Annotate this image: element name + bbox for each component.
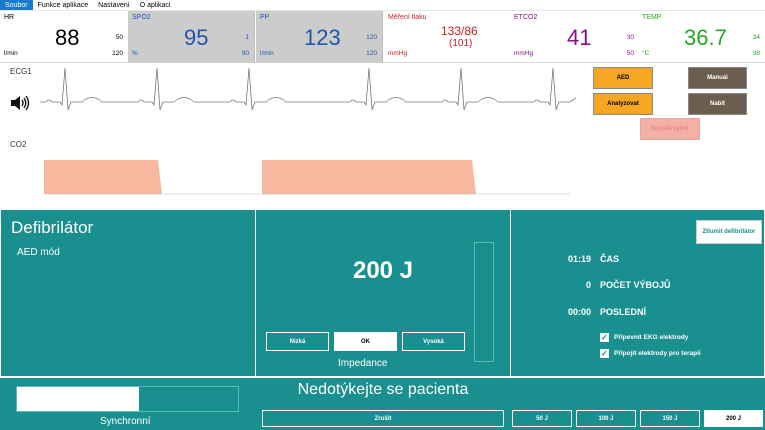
etco2-value: 41 xyxy=(567,25,592,50)
co2-waveform xyxy=(44,160,570,195)
waveform-area: ECG1 CO2 xyxy=(0,64,584,196)
aed-button[interactable]: AED xyxy=(593,67,653,89)
mute-defib-button[interactable]: Ztlumit defibrilátor xyxy=(696,220,762,244)
energy-display: 200 J xyxy=(352,257,414,284)
checkmark-icon: ✓ xyxy=(600,333,609,342)
menu-nastaveni[interactable]: Nastavení xyxy=(98,2,130,9)
control-panel: AED Manuál Analyzovat Nabít Spustit výbo… xyxy=(584,64,765,204)
analyze-button[interactable]: Analyzovat xyxy=(593,93,653,115)
shock-button[interactable]: Spustit výboj xyxy=(640,118,700,140)
defibrillator-panel: Defibrilátor AED mód 200 J Nízká OK Vyso… xyxy=(0,209,765,377)
energy-200-button[interactable]: 200 J xyxy=(704,410,763,427)
temp-label: TEMP xyxy=(642,14,662,21)
etco2-low: 50 xyxy=(626,50,634,57)
time-label: ČAS xyxy=(600,254,620,264)
impedance-low-button[interactable]: Nízká xyxy=(266,332,329,351)
therapy-electrodes-label: Připojit elektrody pro terapii xyxy=(614,350,701,357)
ecg-label: ECG1 xyxy=(10,67,32,76)
pp-box: PP 123 120 l/min 120 xyxy=(256,11,383,63)
spo2-box: SPO2 95 1 % 90 xyxy=(128,11,255,63)
pp-unit: l/min xyxy=(260,50,274,57)
hr-box: HR 88 50 l/min 120 xyxy=(0,11,128,63)
hr-high: 50 xyxy=(115,34,123,41)
checkmark-icon: ✓ xyxy=(600,349,609,358)
temp-high: 34 xyxy=(752,34,760,41)
cancel-button[interactable]: Zrušit xyxy=(262,410,504,427)
vitals-row: HR 88 50 l/min 120 SPO2 95 1 % 90 PP 123… xyxy=(0,11,765,63)
etco2-box: ETCO2 41 30 mmHg 50 xyxy=(512,11,640,63)
temp-unit: °C xyxy=(642,50,650,57)
energy-50-button[interactable]: 50 J xyxy=(512,410,572,427)
impedance-ok-button[interactable]: OK xyxy=(334,332,397,351)
energy-panel: 200 J Nízká OK Vysoká Impedance xyxy=(255,209,511,377)
pp-low: 120 xyxy=(366,50,377,57)
temp-box: TEMP 36.7 34 °C 38 xyxy=(640,11,765,63)
last-label: POSLEDNÍ xyxy=(600,307,647,317)
impedance-gauge xyxy=(474,242,494,362)
pp-value: 123 xyxy=(304,25,341,50)
warning-text: Nedotýkejte se pacienta xyxy=(297,381,469,398)
speaker-icon[interactable] xyxy=(10,94,30,112)
ecg-waveform xyxy=(40,67,576,111)
hr-value: 88 xyxy=(55,25,80,50)
bp-label: Měření tlaku xyxy=(388,14,427,21)
hr-low: 120 xyxy=(112,50,123,57)
energy-150-button[interactable]: 150 J xyxy=(640,410,700,427)
therapy-electrodes-checkbox[interactable]: ✓ Připojit elektrody pro terapii xyxy=(600,349,701,358)
bottom-bar: Synchronní Nedotýkejte se pacienta Zruši… xyxy=(0,377,765,430)
defib-mode: AED mód xyxy=(17,247,60,258)
spo2-label: SPO2 xyxy=(132,14,151,21)
spo2-unit: % xyxy=(132,50,138,57)
manual-button[interactable]: Manuál xyxy=(688,67,747,89)
energy-100-button[interactable]: 100 J xyxy=(576,410,636,427)
status-panel: Ztlumit defibrilátor 01:19 ČAS 0 POČET V… xyxy=(510,209,765,377)
etco2-unit: mmHg xyxy=(514,50,534,57)
time-value: 01:19 xyxy=(567,254,591,264)
defib-mode-panel: Defibrilátor AED mód xyxy=(0,209,256,377)
impedance-high-button[interactable]: Vysoká xyxy=(402,332,465,351)
menu-soubor[interactable]: Soubor xyxy=(0,0,33,10)
charge-button[interactable]: Nabít xyxy=(688,93,747,115)
co2-label: CO2 xyxy=(10,140,27,149)
temp-value: 36.7 xyxy=(684,25,727,50)
shocks-value: 0 xyxy=(585,280,591,290)
etco2-high: 30 xyxy=(626,34,634,41)
pp-high: 120 xyxy=(366,34,377,41)
shocks-label: POČET VÝBOJŮ xyxy=(600,280,671,290)
impedance-label: Impedance xyxy=(338,358,388,369)
bp-box: Měření tlaku 133/86 (101) mmHg xyxy=(384,11,512,63)
menu-bar: Soubor Funkce aplikace Nastavení O aplik… xyxy=(0,0,765,11)
bp-value: 133/86 xyxy=(441,24,478,38)
bp-mean: (101) xyxy=(449,38,473,49)
sync-progress-bar xyxy=(16,386,239,412)
pp-label: PP xyxy=(260,14,270,21)
etco2-label: ETCO2 xyxy=(514,14,538,21)
hr-label: HR xyxy=(4,14,15,21)
defib-title: Defibrilátor xyxy=(11,218,94,237)
sync-label: Synchronní xyxy=(100,416,151,427)
sync-progress-fill xyxy=(17,387,139,411)
bp-unit: mmHg xyxy=(388,50,408,57)
ecg-electrodes-checkbox[interactable]: ✓ Připevnit EKG elektrody xyxy=(600,333,688,342)
ecg-electrodes-label: Připevnit EKG elektrody xyxy=(614,334,689,341)
temp-low: 38 xyxy=(752,50,760,57)
menu-o-aplikaci[interactable]: O aplikaci xyxy=(139,2,171,9)
menu-funkce-aplikace[interactable]: Funkce aplikace xyxy=(37,2,89,9)
spo2-high: 1 xyxy=(245,34,249,41)
spo2-low: 90 xyxy=(241,50,249,57)
last-value: 00:00 xyxy=(567,307,591,317)
spo2-value: 95 xyxy=(184,25,209,50)
hr-unit: l/min xyxy=(4,50,18,57)
